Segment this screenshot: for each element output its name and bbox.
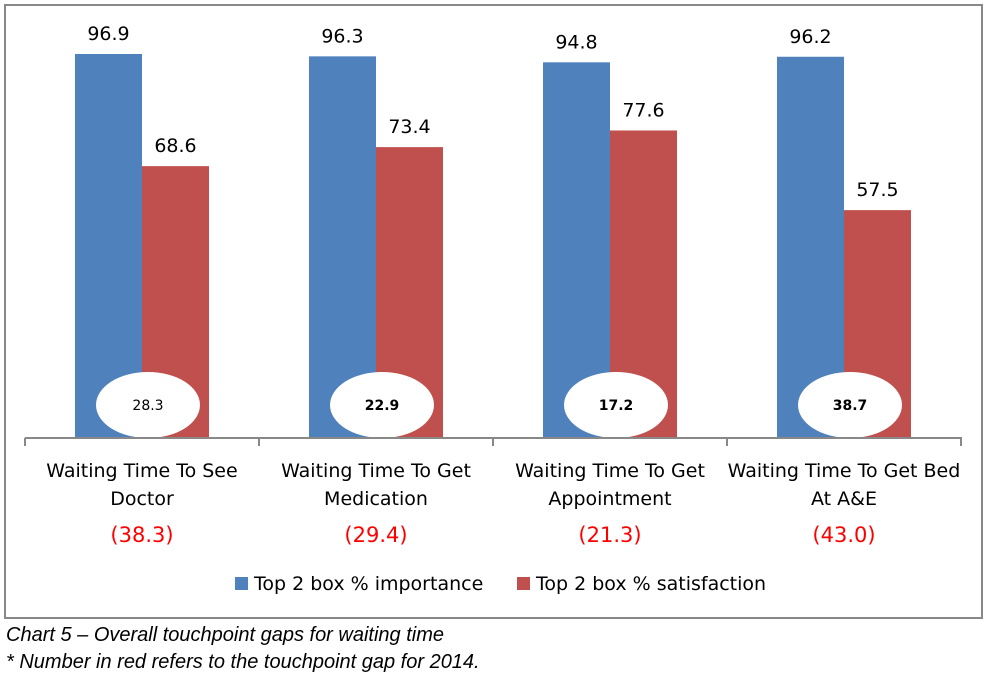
gap-2014-label: (38.3): [110, 523, 173, 547]
data-label: 77.6: [622, 99, 664, 121]
data-label: 96.3: [321, 25, 363, 47]
category-label: Waiting Time To See: [46, 460, 237, 482]
legend-swatch: [517, 577, 530, 590]
gap-ellipse: [96, 372, 200, 438]
legend-label: Top 2 box % importance: [253, 573, 483, 595]
gap-2014-label: (29.4): [344, 523, 407, 547]
gap-ellipse: [798, 372, 902, 438]
category-label: Waiting Time To Get Bed: [728, 460, 961, 482]
data-label: 96.2: [789, 26, 831, 48]
gap-ellipse: [330, 372, 434, 438]
legend-swatch: [235, 577, 248, 590]
gap-label: 17.2: [599, 398, 634, 414]
gap-2014-label: (43.0): [812, 523, 875, 547]
data-label: 94.8: [555, 31, 597, 53]
data-label: 57.5: [856, 179, 898, 201]
gap-2014-label: (21.3): [578, 523, 641, 547]
legend-label: Top 2 box % satisfaction: [535, 573, 766, 595]
category-label: Medication: [324, 488, 428, 510]
gap-label: 28.3: [132, 398, 163, 414]
category-label: Doctor: [110, 488, 174, 510]
legend: Top 2 box % importance Top 2 box % satisf…: [235, 573, 766, 595]
chart-caption: Chart 5 – Overall touchpoint gaps for wa…: [6, 624, 444, 646]
gap-label: 22.9: [365, 398, 400, 414]
gap-ellipse: [564, 372, 668, 438]
category-label: Appointment: [548, 488, 671, 510]
category-label: At A&E: [811, 488, 877, 510]
chart-footnote: * Number in red refers to the touchpoint…: [6, 651, 480, 673]
data-label: 73.4: [388, 116, 430, 138]
category-label: Waiting Time To Get: [281, 460, 471, 482]
category-label: Waiting Time To Get: [515, 460, 705, 482]
data-label: 96.9: [87, 23, 129, 45]
gap-label: 38.7: [833, 398, 868, 414]
data-label: 68.6: [154, 135, 196, 157]
